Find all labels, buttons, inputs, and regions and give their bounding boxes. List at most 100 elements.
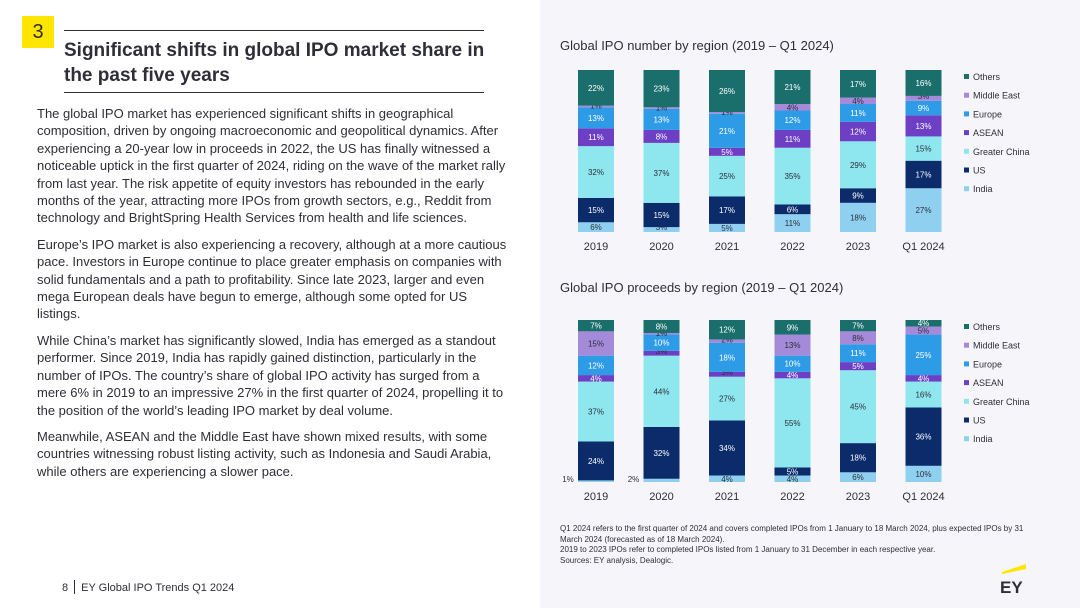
bar-segment-others-q1-2024 [905,70,942,96]
data-label-india-2020: 2% [628,475,640,484]
bar-segment-asean-2020 [643,129,680,143]
data-label-middle-east-2023: 8% [852,334,864,343]
bar-segment-india-2019 [578,222,614,232]
legend-swatch-europe [964,111,969,117]
data-label-europe-2022: 10% [784,360,800,369]
data-label-us-2022: 6% [787,205,799,214]
legend-label-europe: Europe [973,109,1002,119]
legend-label-asean: ASEAN [973,128,1004,138]
data-label-asean-2023: 5% [852,362,864,371]
data-label-greater-china-2022: 55% [784,419,800,428]
data-label-india-2021: 5% [721,224,733,233]
data-label-europe-2020: 10% [653,339,669,348]
bar-segment-india-2021 [709,223,745,232]
bar-segment-europe-2021 [709,342,745,372]
data-label-europe-2020: 13% [653,115,669,124]
bar-segment-greater-china-2019 [578,146,614,198]
data-label-greater-china-2020: 37% [653,169,669,178]
bar-segment-india-q1-2024 [905,188,942,232]
chart-title-proceeds: Global IPO proceeds by region (2019 – Q1… [560,280,844,295]
data-label-others-2022: 9% [787,323,799,332]
bar-segment-us-2022 [774,467,811,476]
bar-segment-greater-china-2020 [643,355,680,427]
data-label-others-2021: 26% [719,87,735,96]
legend-swatch-greater-china [964,398,969,404]
data-label-others-2021: 12% [719,326,735,335]
bar-segment-asean-2023 [840,121,876,142]
footnotes: Q1 2024 refers to the first quarter of 2… [560,524,1040,566]
bar-segment-asean-2023 [840,362,876,371]
bar-segment-others-2020 [643,70,680,108]
data-label-others-2019: 22% [588,84,604,93]
data-label-india-2023: 18% [850,213,866,222]
data-label-us-2022: 5% [787,467,799,476]
bar-segment-india-2022 [774,475,811,482]
legend-label-india: India [973,434,993,444]
paragraph: Europe’s IPO market is also experiencing… [37,236,507,322]
legend-swatch-greater-china [964,148,969,154]
bar-segment-us-2019 [578,197,614,223]
data-label-asean-2022: 4% [787,371,799,380]
bar-segment-greater-china-2019 [578,381,614,442]
bar-segment-greater-china-2022 [774,378,811,468]
data-label-greater-china-2019: 32% [588,168,604,177]
data-label-greater-china-2021: 27% [719,395,735,404]
bar-segment-others-2021 [709,70,745,113]
data-label-india-2023: 6% [852,473,864,482]
chart-title-number: Global IPO number by region (2019 – Q1 2… [560,38,834,53]
data-label-us-2020: 15% [653,211,669,220]
data-label-europe-q1-2024: 25% [915,351,931,360]
data-label-us-2020: 32% [653,449,669,458]
legend-swatch-asean [964,130,969,136]
bar-segment-europe-2020 [643,334,680,351]
data-label-asean-q1-2024: 13% [915,122,931,131]
data-label-middle-east-2021: 1% [721,108,733,117]
data-label-asean-q1-2024: 4% [918,374,930,383]
data-label-india-2019: 6% [590,223,602,232]
category-label-2022: 2022 [780,241,804,253]
bar-segment-asean-2022 [774,129,811,148]
data-label-europe-2021: 18% [719,353,735,362]
bar-segment-middle-east-2022 [774,104,811,111]
bar-segment-europe-2021 [709,113,745,148]
data-label-india-2020: 3% [656,223,668,232]
bar-segment-india-q1-2024 [905,465,942,482]
page-number: 8 [62,582,69,594]
bar-segment-others-2022 [774,70,811,105]
legend-swatch-asean [964,380,969,386]
category-label-2021: 2021 [715,491,739,503]
bar-segment-asean-2022 [774,371,811,379]
bar-segment-us-2021 [709,196,745,224]
bar-segment-others-2023 [840,70,876,98]
data-label-middle-east-2020: 1% [656,103,668,112]
data-label-others-2020: 23% [653,85,669,94]
data-label-india-q1-2024: 10% [915,470,931,479]
section-number-badge: 3 [22,16,54,48]
data-label-us-2023: 18% [850,454,866,463]
footnote: Sources: EY analysis, Dealogic. [560,555,674,565]
legend-swatch-middle-east [964,342,969,348]
data-label-greater-china-q1-2024: 16% [915,391,931,400]
legend-label-europe: Europe [973,359,1002,369]
title-bottom-rule [64,92,484,93]
data-label-greater-china-2022: 35% [784,172,800,181]
legend-swatch-us [964,417,969,423]
data-label-greater-china-q1-2024: 15% [915,145,931,154]
category-label-2021: 2021 [715,241,739,253]
paragraph: Meanwhile, ASEAN and the Middle East hav… [37,428,492,479]
data-label-asean-2023: 12% [850,128,866,137]
data-label-india-2022: 11% [785,219,800,228]
bar-segment-greater-china-2022 [774,147,811,205]
bar-segment-middle-east-q1-2024 [905,326,942,335]
data-label-greater-china-2023: 29% [850,161,866,170]
bar-segment-middle-east-2023 [840,331,876,345]
category-label-2023: 2023 [846,491,870,503]
legend-label-others: Others [973,322,1001,332]
data-label-middle-east-2019: 1% [590,102,602,111]
data-label-others-2022: 21% [784,83,800,92]
bar-segment-asean-q1-2024 [905,115,942,137]
data-label-us-2023: 9% [852,192,864,201]
legend-label-us: US [973,416,986,426]
data-label-others-2023: 17% [850,80,866,89]
bar-segment-middle-east-2022 [774,334,811,356]
